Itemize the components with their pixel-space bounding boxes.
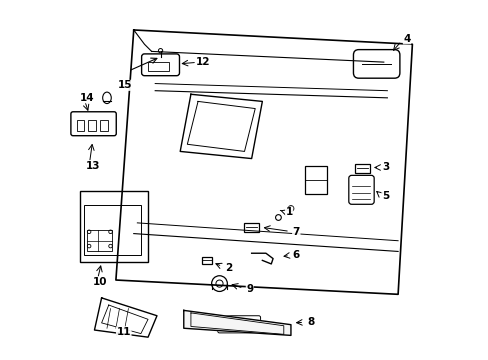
Bar <box>83 205 141 255</box>
Text: 5: 5 <box>381 191 388 201</box>
Bar <box>100 120 108 131</box>
Text: 4: 4 <box>403 34 410 44</box>
Text: 15: 15 <box>117 80 132 90</box>
Text: 13: 13 <box>85 161 100 171</box>
Text: 3: 3 <box>381 162 388 172</box>
Text: 7: 7 <box>292 227 299 237</box>
Bar <box>354 164 369 173</box>
Text: 2: 2 <box>224 262 232 273</box>
Bar <box>88 120 96 131</box>
Bar <box>80 191 148 262</box>
Bar <box>305 166 326 194</box>
Bar <box>244 223 258 232</box>
Text: 1: 1 <box>285 207 292 217</box>
Bar <box>148 62 169 71</box>
Text: 12: 12 <box>196 57 210 67</box>
Polygon shape <box>183 310 290 336</box>
Text: 8: 8 <box>306 317 314 327</box>
Bar <box>201 257 212 264</box>
Text: 11: 11 <box>116 327 131 337</box>
Bar <box>77 120 84 131</box>
Text: 6: 6 <box>292 250 299 260</box>
Polygon shape <box>180 94 262 158</box>
Text: 9: 9 <box>246 284 253 294</box>
Text: 10: 10 <box>93 277 107 287</box>
Text: 14: 14 <box>80 93 95 103</box>
Bar <box>87 230 112 251</box>
